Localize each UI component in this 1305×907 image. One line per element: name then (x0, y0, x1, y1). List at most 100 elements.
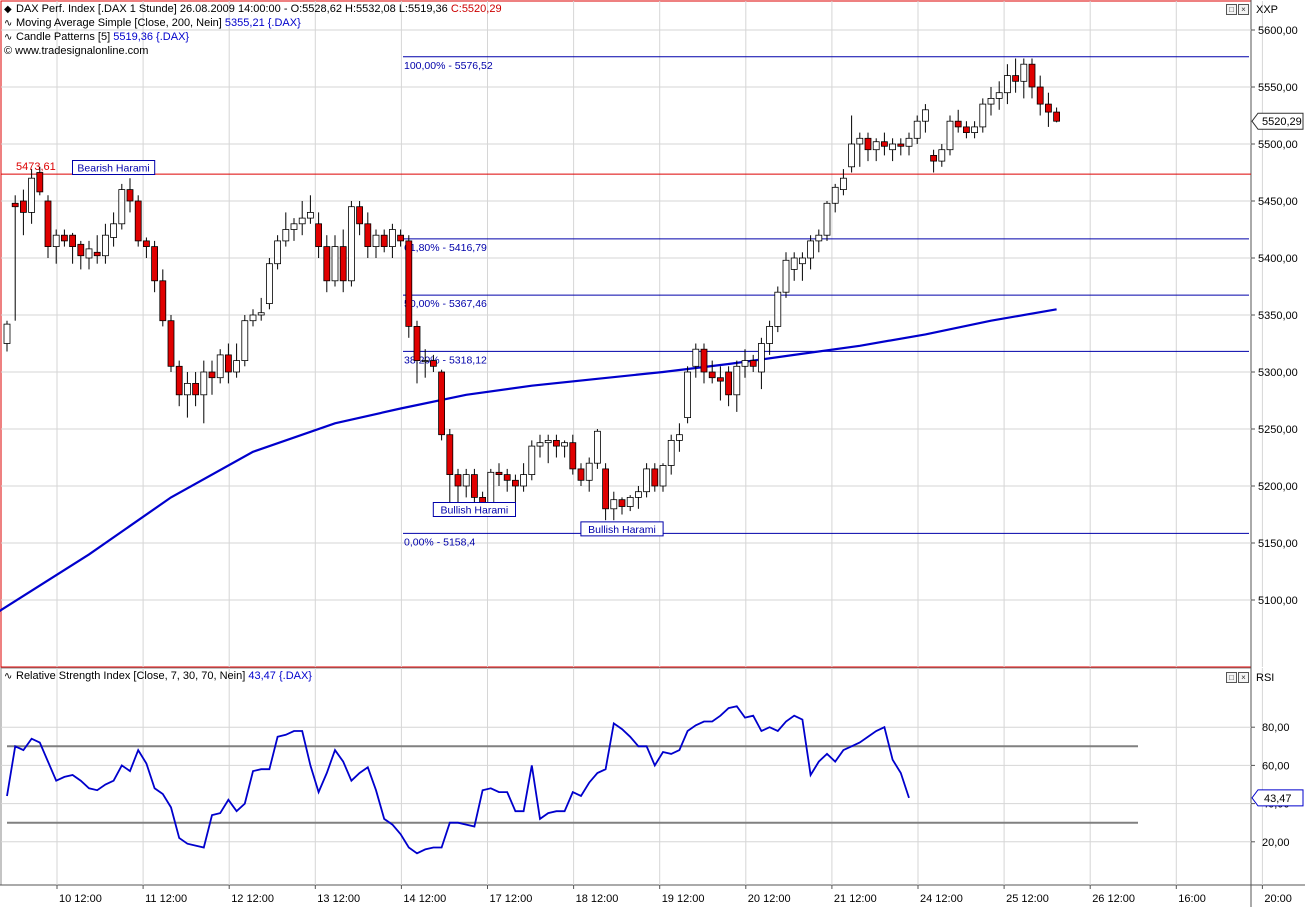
candle-body (528, 445, 536, 476)
candle (298, 201, 306, 236)
candle-body (323, 246, 331, 282)
candle (1045, 92, 1052, 127)
candle-pattern-box (432, 502, 516, 517)
candle-body (241, 320, 249, 362)
rsi-indicator-value: 43,47 {.DAX} (248, 670, 312, 682)
candle (881, 132, 888, 156)
candle (233, 343, 241, 378)
price-tick-label: 5150,00 (1258, 538, 1298, 550)
candle-body (602, 468, 609, 510)
price-pane-border (0, 0, 1252, 668)
rsi-layer (6, 705, 1138, 855)
candle (725, 366, 732, 407)
candle-body (503, 474, 511, 481)
candle-body (979, 103, 987, 128)
candle-body (676, 434, 683, 441)
candle (397, 229, 405, 247)
moving-average-layer (0, 308, 1057, 612)
price-tick-label: 5450,00 (1258, 196, 1298, 208)
candle-body (905, 137, 913, 147)
candle (717, 366, 724, 401)
candle-body (749, 360, 757, 367)
candle-body (544, 439, 552, 444)
candle-body (462, 474, 470, 487)
close-price-pane-button[interactable]: × (1238, 4, 1249, 15)
candle-body (799, 257, 806, 265)
candle (733, 360, 741, 412)
time-tick-label: 21 12:00 (834, 893, 877, 905)
candle (347, 201, 355, 287)
candle (216, 349, 224, 384)
candle (790, 252, 798, 281)
candle-body (183, 382, 191, 396)
candle-body (577, 468, 585, 481)
candle-body (134, 200, 142, 242)
candle-body (954, 120, 962, 128)
candle-body (118, 189, 126, 225)
candle-pattern-value: 5519,36 {.DAX} (113, 31, 190, 43)
candle-body (315, 223, 323, 248)
price-tick-label: 5400,00 (1258, 253, 1298, 265)
price-tick-label: 5350,00 (1258, 310, 1298, 322)
time-tick-label: 25 12:00 (1006, 893, 1049, 905)
candle (741, 349, 749, 378)
candle-body (126, 189, 134, 202)
candle (224, 343, 232, 384)
candle-body (840, 177, 847, 190)
candle (388, 223, 396, 258)
maximize-price-pane-button[interactable]: □ (1226, 4, 1237, 15)
candle (192, 372, 200, 407)
candle-body (44, 200, 52, 247)
candle-body (167, 320, 175, 367)
candle-body (774, 291, 782, 327)
candle (265, 258, 273, 310)
candle-body (290, 223, 298, 230)
axes-layer: 5600,00 5550,00 5500,00 5450,00 5400,00 5350,… (56, 25, 1304, 905)
candle-body (520, 474, 527, 487)
candle-body (380, 234, 388, 247)
price-tick-label: 5300,00 (1258, 367, 1298, 379)
copyright-line: © www.tradesignalonline.com (4, 45, 149, 57)
candle (36, 166, 44, 196)
candle-body (159, 280, 167, 322)
candle-body (413, 325, 421, 361)
candle-body (553, 439, 560, 447)
candle (823, 201, 831, 241)
close-rsi-pane-button[interactable]: × (1238, 672, 1249, 683)
last-price-label: 5520,29 (1262, 116, 1302, 128)
candle (1028, 58, 1036, 99)
candle (897, 138, 905, 156)
candle-body (692, 348, 700, 367)
candle-body (700, 348, 708, 373)
header-close-value: C:5520,29 (450, 3, 502, 15)
maximize-rsi-pane-button[interactable]: □ (1226, 672, 1237, 683)
candle (766, 320, 773, 355)
candle-body (52, 234, 60, 247)
pattern-labels: Bearish Harami Bullish Harami Bullish Hara… (72, 160, 664, 537)
price-tick-label: 5100,00 (1258, 595, 1298, 607)
candle (946, 115, 954, 156)
time-tick-label: 11 12:00 (145, 893, 187, 905)
candle-body (971, 126, 978, 134)
candle (922, 104, 929, 133)
candle (954, 109, 962, 133)
candle-body (766, 325, 773, 344)
candle-body (397, 234, 405, 242)
candle-body (872, 141, 880, 151)
candle (69, 232, 76, 264)
candle-body (930, 154, 937, 162)
candle (626, 495, 634, 512)
price-chart-icon: ◆ (4, 4, 12, 15)
candle-body (347, 206, 355, 282)
candle (380, 229, 388, 253)
candle (840, 169, 847, 196)
candle-body (470, 474, 478, 498)
candle (963, 121, 970, 139)
candle (323, 235, 331, 293)
ma-indicator-value: 5355,21 {.DAX} (224, 17, 301, 29)
candle-body (175, 365, 183, 396)
candle-body (224, 354, 232, 373)
rsi-last-value-tag (1251, 789, 1304, 807)
candle (651, 463, 659, 492)
candle-body (626, 496, 634, 507)
